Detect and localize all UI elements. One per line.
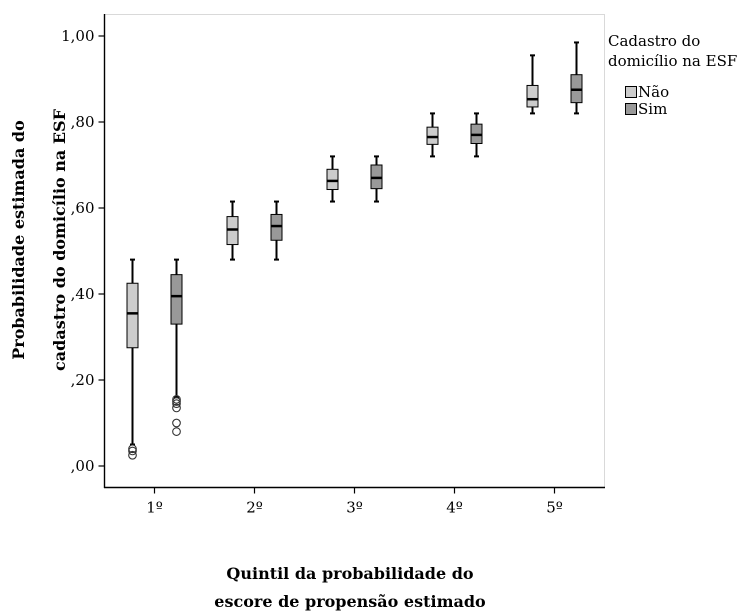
plot-area [104, 14, 605, 488]
y-tick-label: ,40 [71, 285, 95, 303]
y-tick-label: ,60 [71, 199, 95, 217]
box-plot [470, 112, 483, 158]
y-tick-label: ,00 [71, 457, 95, 475]
box-iqr [426, 126, 439, 145]
box-plot [170, 258, 183, 436]
y-tick-label: 1,00 [61, 27, 94, 45]
outlier-point [172, 395, 181, 404]
legend-label: Sim [638, 100, 667, 118]
legend-label: Não [638, 83, 669, 101]
series-no [126, 54, 539, 460]
legend-swatch [625, 86, 637, 98]
box-plot [270, 200, 283, 261]
outlier-point [128, 446, 137, 456]
box-iqr [326, 168, 339, 191]
box-iqr [170, 274, 183, 325]
box-iqr [126, 282, 139, 349]
y-tick-label: ,80 [71, 113, 95, 131]
x-tick-label: 2º [246, 499, 263, 517]
outlier-point [172, 399, 181, 409]
box-plot [326, 155, 339, 203]
y-axis-title-second: cadastro do domicílio na ESF [50, 108, 69, 371]
x-tick-label: 4º [446, 499, 463, 517]
box-plot [526, 54, 539, 115]
box-series [126, 41, 583, 460]
box-plot [226, 200, 239, 261]
box-iqr [526, 84, 539, 108]
y-axis-ticks: ,00 ,20 ,40 ,60 ,80 1,00 [61, 27, 105, 475]
box-iqr [270, 213, 283, 241]
outlier-point [128, 450, 137, 460]
legend-title-line-2: domicílio na ESF [608, 52, 737, 70]
y-axis-title-line-2: cadastro do domicílio na ESF [50, 108, 69, 371]
box-plot [126, 258, 139, 460]
x-axis-ticks: 1º 2º 3º 4º 5º [146, 487, 563, 517]
y-axis-title-line-1: Probabilidade estimada do [9, 120, 28, 360]
outlier-point [172, 427, 181, 436]
box-plot [426, 112, 439, 158]
x-axis-title-line-1: Quintil da probabilidade do [226, 564, 473, 583]
outlier-point [172, 397, 181, 406]
x-tick-label: 5º [546, 499, 563, 517]
y-tick-label: ,20 [71, 371, 95, 389]
legend-title-line-1: Cadastro do [608, 32, 700, 50]
box-plot [370, 155, 383, 203]
x-tick-label: 3º [346, 499, 363, 517]
outlier-point [172, 403, 181, 413]
chart-frame [103, 14, 605, 489]
y-axis-title: Probabilidade estimada do [9, 120, 28, 360]
x-tick-label: 1º [146, 499, 163, 517]
x-axis-title-line-2: escore de propensão estimado [214, 592, 486, 611]
series-sim [170, 41, 583, 436]
box-plot [570, 41, 583, 115]
legend-swatch [625, 103, 637, 115]
outlier-point [172, 418, 181, 428]
outlier-point [128, 444, 137, 454]
